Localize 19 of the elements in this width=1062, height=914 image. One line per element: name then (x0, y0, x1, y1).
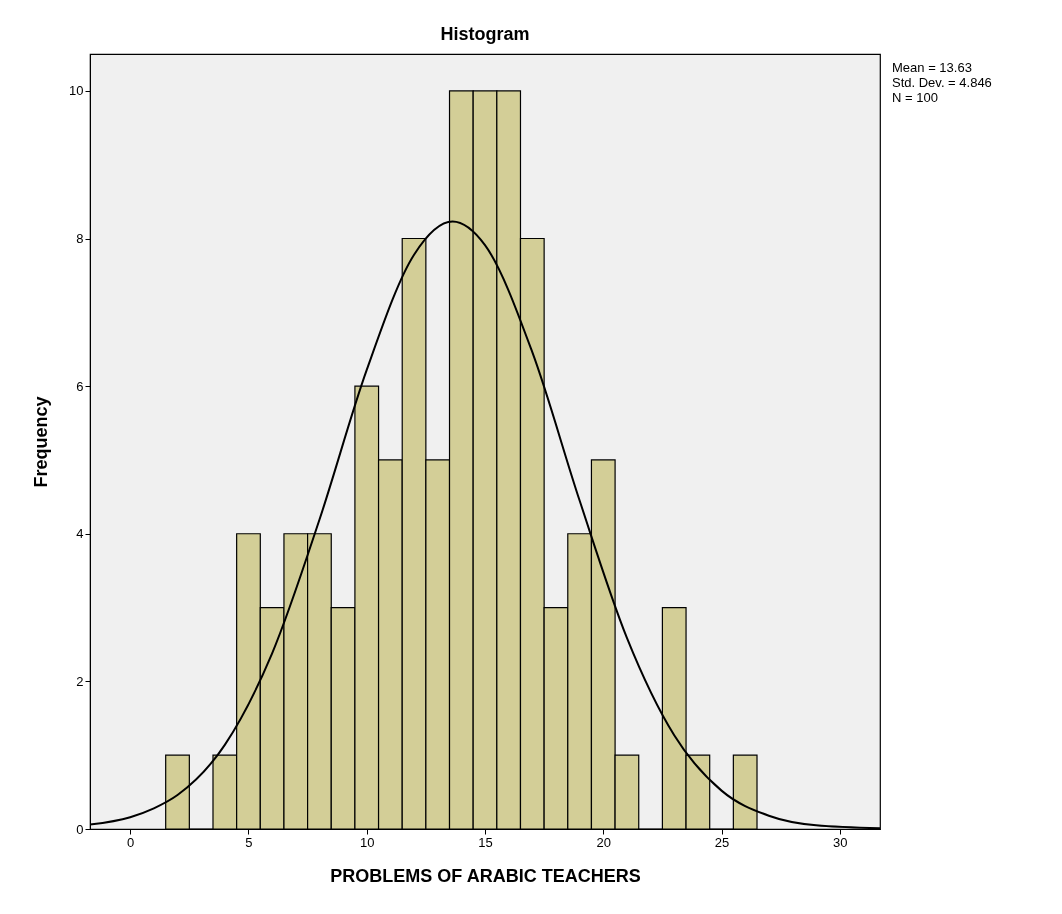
y-tick-label: 2 (76, 673, 84, 689)
y-tick-label: 6 (76, 378, 84, 394)
y-tick-label: 0 (76, 821, 84, 837)
text: N = 100 (892, 90, 938, 105)
x-tick-label: 5 (245, 834, 253, 850)
x-tick-label: 15 (478, 834, 493, 850)
y-axis-title: Frequency (31, 396, 52, 488)
x-tick-label: 10 (360, 834, 375, 850)
text: Mean = 13.63 (892, 60, 972, 75)
x-axis-title: PROBLEMS OF ARABIC TEACHERS (330, 865, 641, 886)
y-tick-label: 10 (69, 83, 84, 99)
x-tick-label: 25 (714, 834, 730, 850)
x-tick-label: 20 (596, 834, 611, 850)
y-tick-label: 4 (76, 526, 84, 542)
y-tick-label: 8 (76, 231, 84, 247)
chart-title: Histogram (440, 24, 530, 44)
x-tick-label: 0 (127, 834, 135, 850)
x-tick-label: 30 (833, 834, 848, 850)
text: Std. Dev. = 4.846 (892, 75, 992, 90)
